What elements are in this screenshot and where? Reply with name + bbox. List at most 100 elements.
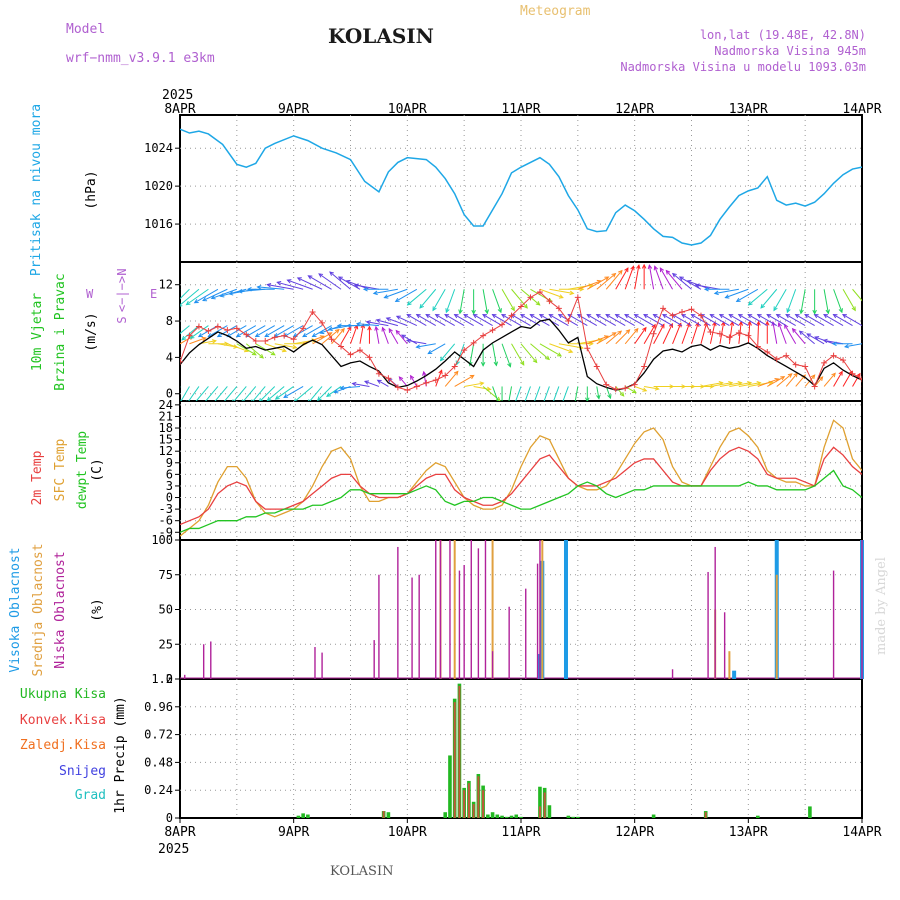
low-cloud-bar <box>373 640 375 679</box>
total-precip-bar <box>509 815 514 818</box>
wind-arrow-shaft <box>596 386 600 399</box>
wind-arrow-head <box>339 385 345 391</box>
y-tick-label: -3 <box>159 502 173 516</box>
low-cloud-bar <box>397 546 399 679</box>
wind-arrow <box>372 288 398 296</box>
wind-arrow-head <box>334 328 340 334</box>
gust-marker <box>773 356 780 363</box>
wind-arrow-shaft <box>691 322 699 344</box>
wind-arrow-shaft <box>227 343 249 352</box>
wind-arrow <box>624 327 639 345</box>
wind-arrow-head <box>246 286 252 292</box>
wind-arrow-shaft <box>473 314 493 327</box>
wind-arrow <box>634 264 641 290</box>
wind-arrow <box>634 326 647 345</box>
wind-arrow-head <box>254 332 260 338</box>
wind-arrow-head <box>375 318 381 323</box>
x-tick-label-bottom: 14APR <box>842 825 881 840</box>
wind-arrow-head <box>791 327 797 333</box>
wind-arrow-head <box>877 301 881 305</box>
wind-arrow-shaft <box>473 385 491 390</box>
wind-arrow-head <box>193 299 199 304</box>
wind-arrow-shaft <box>459 289 465 314</box>
wind-arrow-head <box>374 325 379 331</box>
conv-precip-bar <box>543 792 546 818</box>
wind-arrow-head <box>185 300 191 306</box>
wind-arrow <box>444 370 459 387</box>
wind-arrow-head <box>665 269 671 275</box>
wind-arrow <box>245 343 265 359</box>
wind-arrow-shaft <box>653 314 673 327</box>
wind-arrow-shaft <box>283 325 304 338</box>
wind-arrow-head <box>286 279 292 284</box>
gust-marker <box>830 352 837 359</box>
wind-arrow <box>351 381 370 387</box>
wind-arrow <box>515 386 522 401</box>
total-precip-bar <box>547 805 552 818</box>
wind-arrow-shaft <box>562 386 569 401</box>
wind-arrow-head <box>251 351 257 356</box>
wind-arrow <box>576 314 598 327</box>
wind-arrow-shaft <box>634 265 640 290</box>
wind-arrow-head <box>201 336 207 342</box>
wind-arrow-head <box>383 294 389 299</box>
wind-arrow-head <box>596 394 601 400</box>
wind-arrow-head <box>760 303 765 309</box>
wind-arrow-shaft <box>792 328 806 345</box>
wind-arrow <box>350 324 359 344</box>
wind-arrow <box>634 385 648 392</box>
wind-arrow-shaft <box>757 378 779 387</box>
wind-arrow-shaft <box>245 325 266 338</box>
wind-arrow-head <box>266 282 272 288</box>
wind-arrow <box>841 314 862 327</box>
wind-arrow-head <box>787 373 793 378</box>
wind-arrow-shaft <box>275 386 294 400</box>
wind-arrow-shaft <box>852 288 862 302</box>
gust-marker <box>574 294 581 301</box>
wind-arrow-shaft <box>757 321 760 344</box>
wind-arrow-head <box>718 314 724 319</box>
gust-marker <box>290 336 297 343</box>
wind-arrow-head <box>831 341 837 347</box>
wind-arrow <box>813 314 834 327</box>
wind-arrow <box>316 386 332 401</box>
wind-arrow-shaft <box>553 386 560 401</box>
low-cloud-bar <box>536 563 539 679</box>
gust-marker <box>480 332 487 339</box>
gust-marker <box>205 328 212 335</box>
wind-arrow <box>453 314 474 327</box>
wind-arrow <box>223 386 238 401</box>
wind-arrow <box>492 386 499 401</box>
wind-arrow-head <box>694 283 700 288</box>
wind-arrow-shaft <box>396 315 418 327</box>
wind-arrow-head <box>523 303 528 309</box>
wind-arrow-shaft <box>257 286 285 290</box>
wind-arrow-shaft <box>672 273 692 290</box>
wind-arrow-head <box>283 393 289 399</box>
pressure-line <box>180 128 862 246</box>
wind-arrow <box>186 386 200 401</box>
wind-arrow-shaft <box>255 325 275 338</box>
wind-arrow-head <box>851 306 856 312</box>
gust-marker <box>180 358 183 365</box>
wind-arrow-shaft <box>814 376 823 387</box>
wind-arrow-head <box>659 267 664 273</box>
wind-arrow <box>728 314 749 327</box>
gust-marker <box>214 323 221 330</box>
wind-arrow-head <box>604 276 610 281</box>
low-cloud-bar <box>671 669 674 679</box>
low-cloud-bar <box>832 570 835 679</box>
wind-arrow-head <box>557 352 563 357</box>
wind-arrow-shaft <box>482 314 503 327</box>
wind-arrow <box>852 288 862 302</box>
wind-arrow-shaft <box>719 382 742 387</box>
wind-arrow-head <box>607 394 612 400</box>
wind-arrow-head <box>569 290 575 296</box>
precip-legend-4: Grad <box>75 788 106 803</box>
gust-marker <box>716 330 723 337</box>
wind-arrow-shaft <box>252 386 266 401</box>
wind-arrow-head <box>737 314 743 319</box>
wind-arrow <box>785 314 806 327</box>
wind-arrow-shaft <box>539 288 564 299</box>
wind-arrow-shaft <box>615 314 635 327</box>
